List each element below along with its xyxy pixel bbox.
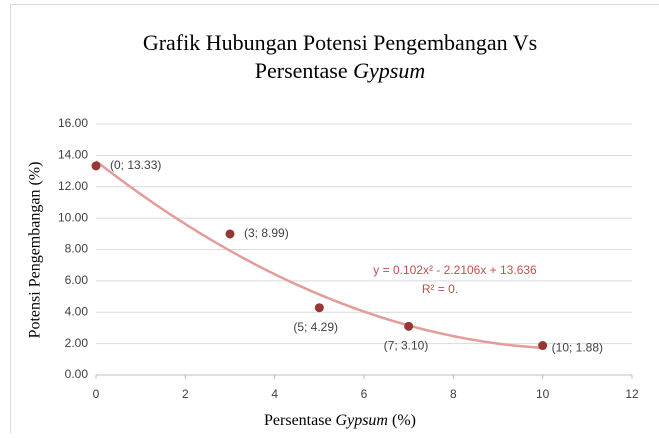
chart-title: Persentase Gypsum [255, 58, 425, 83]
data-point [538, 341, 547, 350]
y-tick-label: 8.00 [65, 242, 89, 256]
chart-title-part: Persentase [255, 58, 348, 83]
x-axis-label: Persentase Gypsum (%) [264, 412, 416, 429]
x-tick-label: 8 [450, 387, 457, 401]
y-axis-label: Potensi Pengembangan (%) [27, 162, 44, 339]
data-label: (10; 1.88) [552, 341, 603, 355]
chart-title: Grafik Hubungan Potensi Pengembangan Vs [143, 30, 537, 55]
y-tick-label: 14.00 [58, 148, 88, 162]
x-tick-label: 12 [625, 387, 639, 401]
y-tick-label: 0.00 [65, 367, 89, 381]
data-label: (5; 4.29) [293, 320, 338, 334]
trendline-equation: y = 0.102x² - 2.2106x + 13.636 [373, 263, 537, 277]
y-tick-label: 2.00 [65, 336, 89, 350]
x-axis-label-part: Gypsum [336, 412, 388, 429]
chart-title-part: Gypsum [353, 58, 425, 83]
x-tick-label: 2 [182, 387, 189, 401]
data-point [92, 161, 101, 170]
trendline-r2: R² = 0. [422, 282, 458, 296]
data-label: (7; 3.10) [384, 339, 429, 353]
x-axis-label-part: (%) [392, 412, 416, 429]
x-tick-label: 0 [93, 387, 100, 401]
data-point [315, 303, 324, 312]
x-tick-label: 10 [536, 387, 550, 401]
y-tick-label: 12.00 [58, 179, 88, 193]
x-tick-label: 6 [361, 387, 368, 401]
data-point [404, 322, 413, 331]
y-tick-label: 16.00 [58, 116, 88, 130]
y-tick-label: 10.00 [58, 210, 88, 224]
data-label: (0; 13.33) [110, 158, 161, 172]
data-point [226, 229, 235, 238]
x-tick-label: 4 [271, 387, 278, 401]
x-axis-label-part: Persentase [264, 412, 332, 429]
y-tick-label: 6.00 [65, 273, 89, 287]
y-tick-label: 4.00 [65, 304, 89, 318]
data-label: (3; 8.99) [244, 226, 289, 240]
